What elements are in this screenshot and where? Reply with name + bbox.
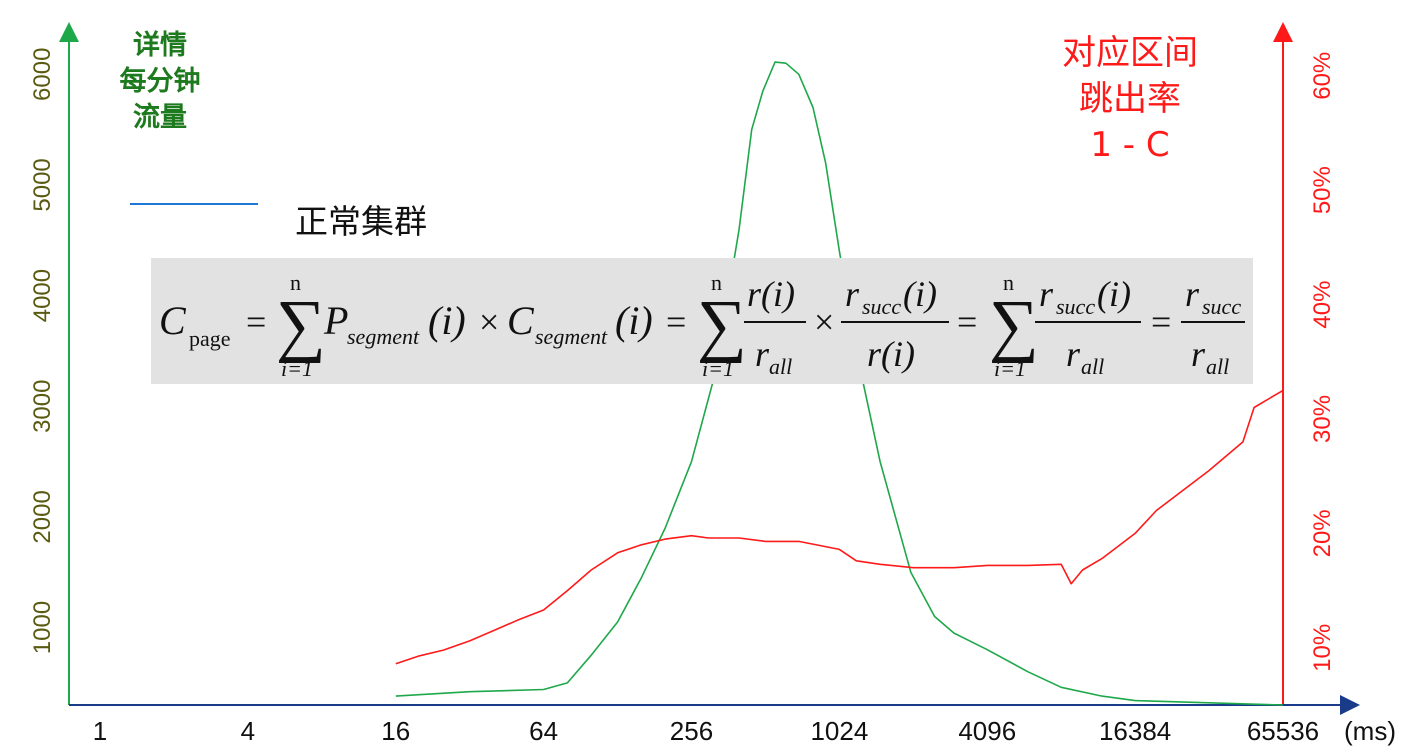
formula-lhs-sub: page [189, 326, 231, 351]
frac-denominator-sub: all [769, 354, 792, 379]
x-tick-label: 64 [529, 716, 558, 746]
left-tick-label: 5000 [29, 158, 56, 211]
x-tick-label: 16384 [1099, 716, 1171, 746]
formula-eq: = [957, 302, 977, 342]
frac-numerator: r(i) [747, 274, 795, 314]
right-tick-label: 10% [1309, 624, 1336, 672]
legend: 正常集群 [130, 195, 460, 245]
x-tick-label: 16 [381, 716, 410, 746]
formula-c-sub: segment [535, 324, 608, 349]
formula-times: × [814, 302, 834, 342]
frac-numerator: r [1185, 274, 1200, 314]
sum-upper: n [1003, 270, 1014, 295]
series-line-bounce-rate [395, 389, 1284, 665]
left-axis-title: 详情 每分钟 流量 [100, 28, 220, 136]
formula-c: C [507, 298, 535, 343]
frac-denominator: r [1066, 334, 1081, 374]
right-axis-title-line: 对应区间 [1062, 33, 1198, 73]
formula-eq: = [1151, 302, 1171, 342]
legend-label: 正常集群 [295, 202, 427, 241]
left-tick-label: 1000 [29, 601, 56, 654]
right-axis-title-line: 跳出率 [1079, 79, 1181, 119]
legend-swatch [130, 203, 258, 205]
sum-upper: n [290, 270, 301, 295]
x-tick-label: 4 [241, 716, 255, 746]
x-tick-label: 1 [93, 716, 107, 746]
frac-numerator-arg: (i) [1097, 274, 1131, 314]
x-unit-label: (ms) [1344, 716, 1396, 746]
left-tick-label: 6000 [29, 48, 56, 101]
sum-lower: i=1 [994, 356, 1026, 381]
formula-arg: (i) [615, 298, 653, 343]
left-axis-title-line: 每分钟 [119, 66, 201, 97]
x-tick-label: 256 [670, 716, 713, 746]
formula-lhs: C [159, 298, 187, 343]
sum-sign-2: ∑ [697, 287, 747, 364]
formula-arg: (i) [428, 298, 466, 343]
frac-numerator: r [845, 274, 860, 314]
formula: C page = n ∑ i=1 P segment (i) × C segme… [159, 270, 1245, 381]
right-tick-label: 20% [1309, 509, 1336, 557]
left-axis-title-line: 流量 [133, 102, 187, 133]
sum-lower: i=1 [281, 356, 313, 381]
frac-numerator-arg: (i) [903, 274, 937, 314]
sum-sign-1: ∑ [276, 287, 326, 364]
right-tick-label: 30% [1309, 395, 1336, 443]
left-tick-label: 3000 [29, 380, 56, 433]
formula-eq: = [246, 302, 266, 342]
right-tick-label: 50% [1309, 166, 1336, 214]
x-tick-label: 1024 [810, 716, 868, 746]
frac-denominator: r(i) [867, 334, 915, 374]
sum-lower: i=1 [702, 356, 734, 381]
left-tick-label: 2000 [29, 490, 56, 543]
left-axis-title-line: 详情 [133, 30, 187, 61]
frac-numerator: r [1039, 274, 1054, 314]
frac-denominator: r [755, 334, 770, 374]
frac-numerator-sub: succ [1056, 294, 1095, 319]
frac-denominator-sub: all [1081, 354, 1104, 379]
series-line-traffic [395, 61, 1284, 706]
x-tick-label: 4096 [958, 716, 1016, 746]
formula-p: P [323, 298, 348, 343]
right-axis-title-line: 1 - C [1090, 125, 1170, 165]
sum-sign-3: ∑ [989, 287, 1039, 364]
formula-p-sub: segment [347, 324, 420, 349]
right-tick-label: 60% [1309, 52, 1336, 100]
right-tick-label: 40% [1309, 281, 1336, 329]
sum-upper: n [711, 270, 722, 295]
frac-denominator-sub: all [1206, 354, 1229, 379]
formula-box: C page = n ∑ i=1 P segment (i) × C segme… [151, 258, 1253, 384]
formula-times: × [479, 302, 499, 342]
right-axis-title: 对应区间 跳出率 1 - C [1040, 30, 1220, 168]
frac-numerator-sub: succ [862, 294, 901, 319]
left-tick-label: 4000 [29, 269, 56, 322]
frac-denominator: r [1191, 334, 1206, 374]
formula-eq: = [666, 302, 686, 342]
frac-numerator-sub: succ [1202, 294, 1241, 319]
x-tick-label: 65536 [1247, 716, 1319, 746]
